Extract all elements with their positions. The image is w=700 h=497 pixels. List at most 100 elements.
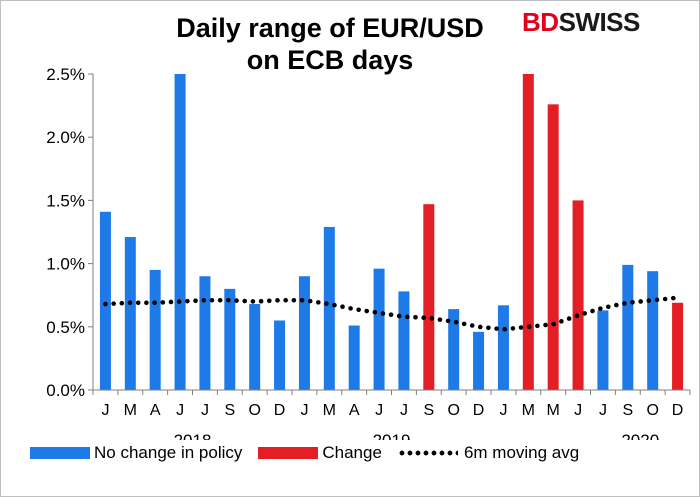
bar-no-change [99,211,111,390]
moving-avg-dot [250,299,256,304]
legend-item-change: Change [258,443,382,463]
chart-title-line2: on ECB days [246,45,414,75]
moving-avg-dot [662,296,668,302]
x-tick-label: J [599,402,607,419]
moving-avg-dot [388,312,394,318]
bar-no-change [298,276,310,390]
moving-avg-dot [119,300,125,306]
moving-avg-dot [258,298,264,304]
moving-avg-dot [670,295,676,301]
bar-no-change [622,264,634,390]
y-tick-labels: 0.0% 0.5% 1.0% 1.5% 2.0% 2.5% [46,65,85,400]
moving-avg-dot [518,325,524,330]
moving-avg-dot [646,298,652,303]
moving-avg-dot [566,316,572,321]
moving-avg-dot [372,309,378,315]
moving-avg-dot [226,297,231,303]
x-tick-label: A [349,402,360,419]
legend-swatch-no-change [30,447,90,459]
x-tick-label: S [224,402,235,419]
logo-text-swiss: SWISS [558,7,641,37]
x-tick-label: J [375,402,383,419]
year-label: 2019 [373,431,411,440]
y-tick-label: 0.0% [46,381,85,400]
y-tick-label: 0.5% [46,318,85,337]
moving-average-line [103,295,676,332]
bar-change [672,302,684,390]
bar-no-change [448,309,460,390]
moving-avg-dot [168,299,174,305]
legend-item-moving-avg: 6m moving avg [397,443,579,463]
axes [88,73,691,395]
x-tick-label: J [176,402,184,419]
legend-label-no-change: No change in policy [94,443,243,462]
x-tick-label: J [499,402,507,419]
x-tick-label: M [522,402,535,419]
moving-avg-dot [654,297,660,303]
moving-avg-dot [111,301,116,306]
bar-no-change [274,320,286,390]
bar-no-change [124,237,136,390]
moving-avg-dot [445,318,451,324]
moving-avg-dot [103,301,108,307]
moving-avg-dot [551,321,556,327]
bdswiss-logo: BDSWISS [522,7,640,38]
moving-avg-dot [340,304,345,310]
moving-avg-dot [630,300,635,305]
moving-avg-dot [413,314,418,320]
moving-avg-dot [275,298,280,303]
moving-avg-dot [405,314,410,320]
moving-avg-dot [494,326,499,331]
bar-no-change [497,305,509,390]
x-tick-label: M [323,402,336,419]
moving-avg-dot [582,311,587,316]
moving-avg-dot [242,298,248,304]
x-tick-label: S [622,402,633,419]
x-tick-label: D [473,402,485,419]
moving-avg-dot [135,300,141,306]
moving-avg-dot [453,319,459,325]
moving-avg-dot [526,324,532,330]
moving-avg-dot [502,326,508,332]
moving-avg-dot [590,308,595,314]
moving-avg-dot [144,300,149,306]
moving-avg-dot [176,299,182,304]
moving-avg-dot [574,313,580,319]
moving-avg-dot [437,317,443,322]
moving-avg-dot [324,301,329,306]
chart-title: Daily range of EUR/USD on ECB days [120,12,540,76]
bar-no-change [473,331,485,390]
bars [99,74,684,390]
moving-avg-dot [477,324,483,330]
legend-label-change: Change [322,443,382,462]
bar-change [423,204,435,390]
x-tick-label: O [646,402,658,419]
moving-avg-dot [421,315,426,320]
moving-avg-dot [185,298,190,304]
x-tick-label: J [300,402,308,419]
legend: No change in policy Change 6m moving avg [30,440,595,466]
year-label: 2020 [621,431,659,440]
moving-avg-dot [332,302,337,308]
moving-avg-dot [160,300,166,305]
bar-no-change [373,268,385,390]
logo-text-bd: BD [522,7,559,37]
moving-avg-dot [461,321,467,327]
moving-avg-dot [622,301,627,306]
moving-avg-dot [307,298,313,304]
bar-no-change [348,325,360,390]
bar-no-change [149,269,161,390]
bar-no-change [597,310,609,390]
moving-avg-dot [559,319,564,324]
year-label: 2018 [174,431,212,440]
y-tick-label: 1.5% [46,191,85,210]
moving-avg-dot [127,300,133,306]
x-tick-label: D [672,402,684,419]
moving-avg-dot [234,298,239,303]
moving-avg-dot [614,302,619,308]
moving-avg-dot [152,300,157,306]
bar-no-change [323,226,335,390]
moving-avg-dot [299,297,305,303]
bar-no-change [224,288,236,390]
